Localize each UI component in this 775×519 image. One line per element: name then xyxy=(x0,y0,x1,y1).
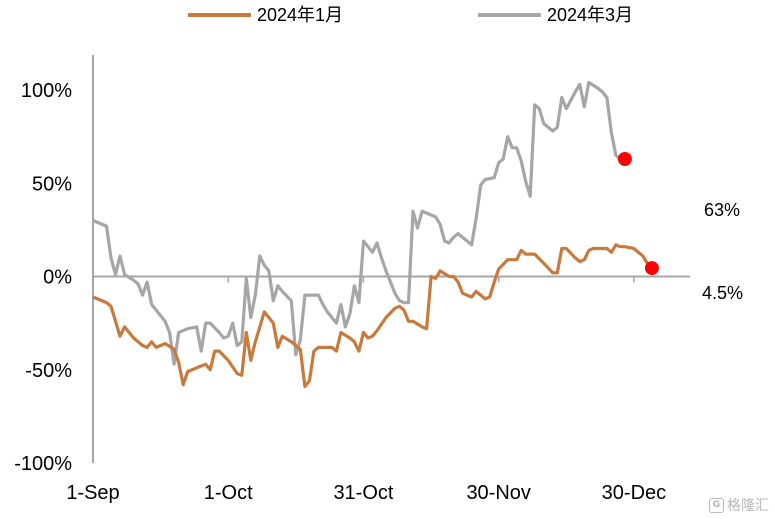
series-end-marker-2024-jan xyxy=(644,261,659,276)
end-value-label-2024-mar: 63% xyxy=(704,200,740,220)
y-axis: 100% 50% 0% -50% -100% xyxy=(14,55,94,475)
plot-area xyxy=(92,80,659,389)
series-line-2024-mar xyxy=(92,80,622,366)
legend: 2024年1月 2024年3月 xyxy=(188,5,633,25)
x-tick-label: 1-Sep xyxy=(66,482,119,504)
series-end-marker-2024-mar xyxy=(617,152,632,167)
watermark: G 格隆汇 xyxy=(709,495,769,515)
legend-label-series-1: 2024年1月 xyxy=(257,5,343,25)
y-tick-label: -100% xyxy=(14,453,72,475)
legend-label-series-2: 2024年3月 xyxy=(547,5,633,25)
x-tick-label: 30-Nov xyxy=(466,482,530,504)
x-tick-label: 31-Oct xyxy=(333,482,393,504)
x-axis: 1-Sep 1-Oct 31-Oct 30-Nov 30-Dec xyxy=(66,275,690,504)
x-tick-label: 1-Oct xyxy=(204,482,253,504)
y-tick-label: 100% xyxy=(21,80,72,102)
series-line-2024-jan xyxy=(92,243,649,389)
y-tick-label: 0% xyxy=(43,267,72,289)
y-tick-label: -50% xyxy=(25,360,72,382)
legend-entry-series-2: 2024年3月 xyxy=(478,5,633,25)
y-tick-label: 50% xyxy=(32,173,72,195)
watermark-text: 格隆汇 xyxy=(727,498,769,514)
legend-entry-series-1: 2024年1月 xyxy=(188,5,343,25)
x-tick-marks xyxy=(227,276,635,283)
x-tick-label: 30-Dec xyxy=(602,482,666,504)
end-value-label-2024-jan: 4.5% xyxy=(702,283,743,303)
watermark-logo-icon: G xyxy=(709,497,724,513)
